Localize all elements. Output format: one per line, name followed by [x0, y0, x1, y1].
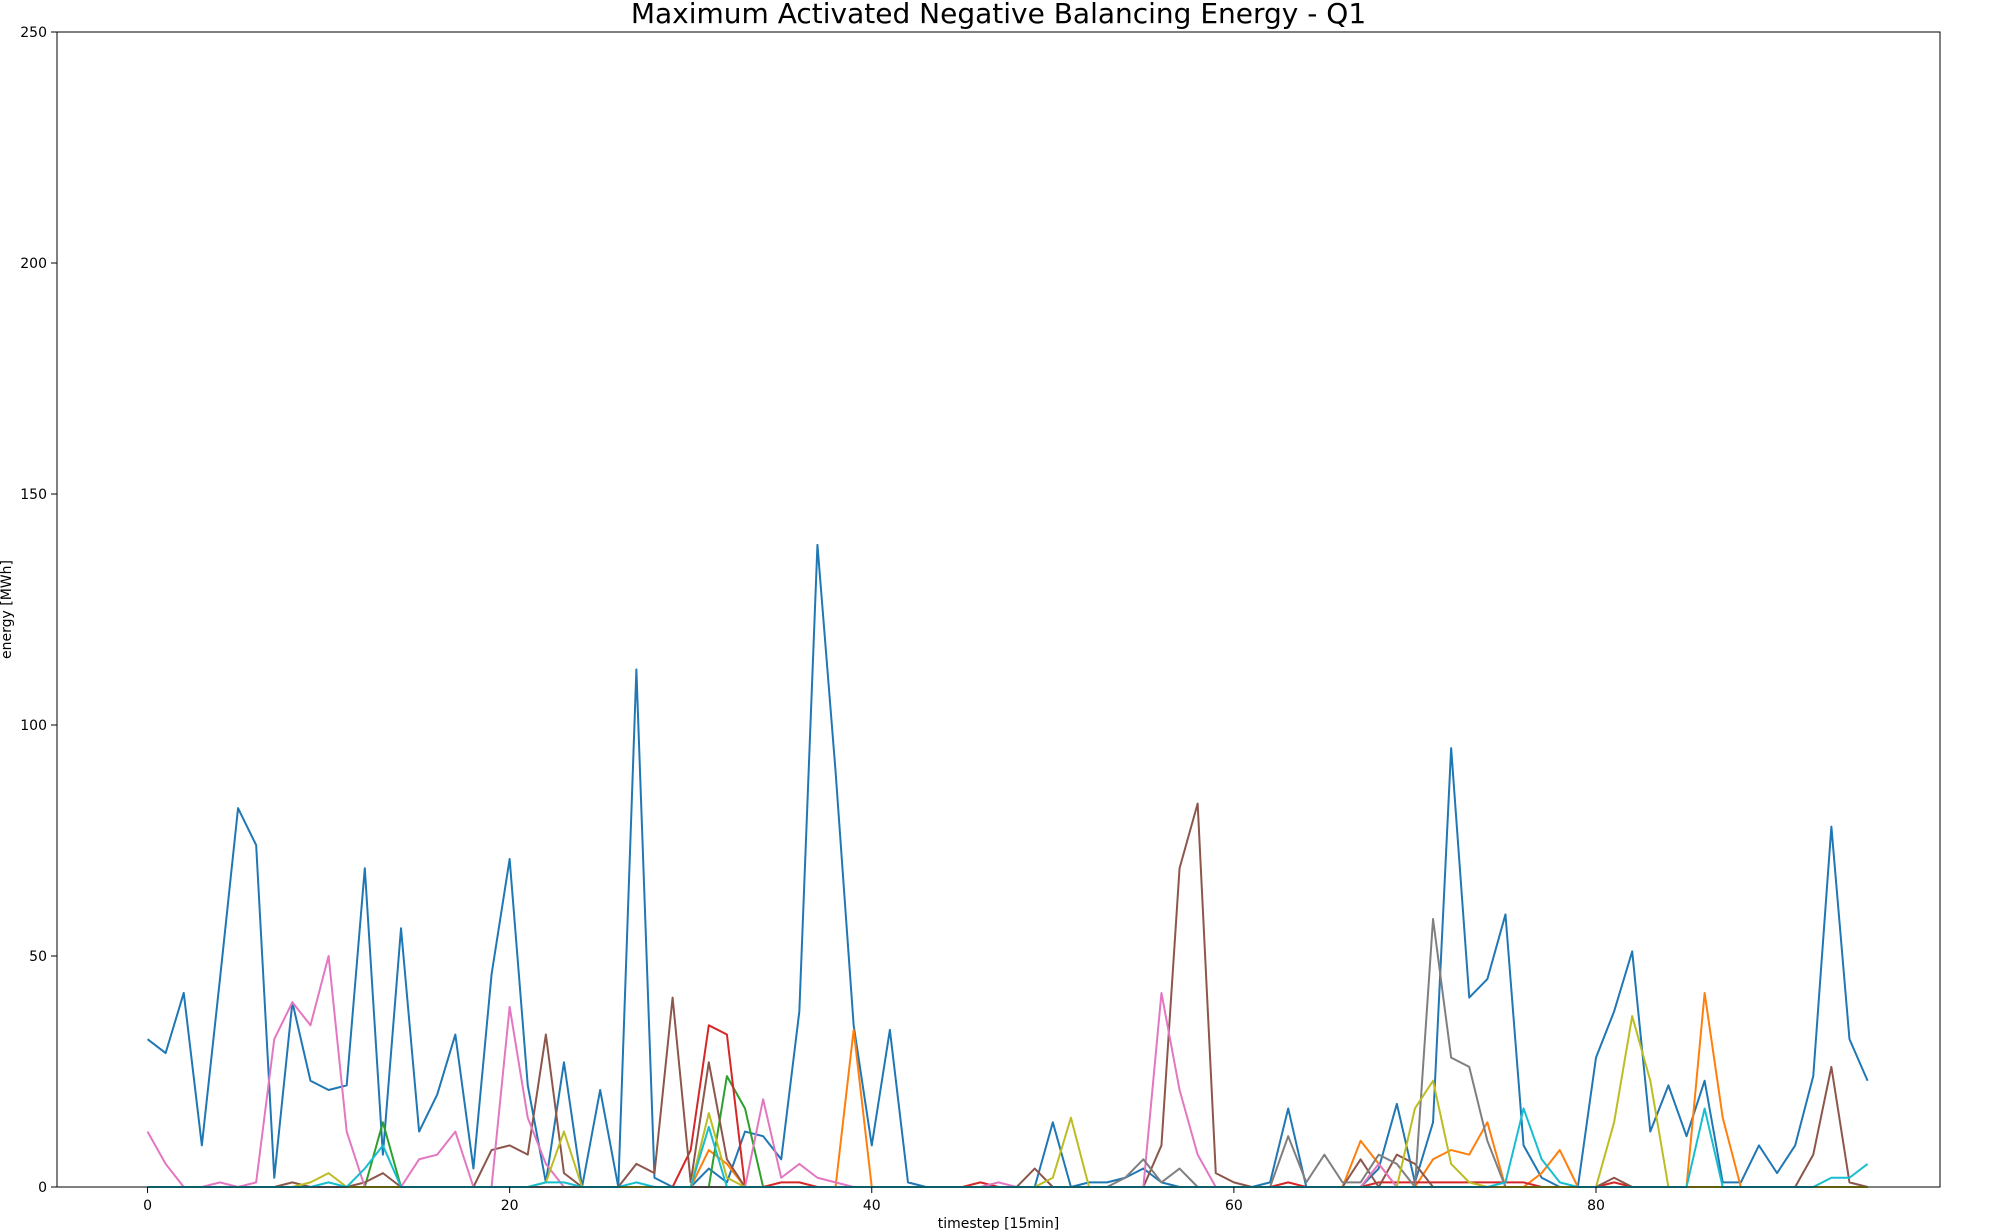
series-line-4	[147, 1024, 1868, 1188]
x-tick-label: 80	[1587, 1198, 1605, 1214]
x-tick-label: 40	[863, 1198, 881, 1214]
x-axis-ticks: 0 20 40 60 80	[143, 1187, 1605, 1214]
x-tick-label: 60	[1225, 1198, 1243, 1214]
series-line-7	[147, 918, 1868, 1188]
chart-title: Maximum Activated Negative Balancing Ene…	[631, 0, 1366, 30]
series-line-8	[147, 1015, 1868, 1188]
series-line-5	[147, 802, 1868, 1188]
y-tick-label: 0	[38, 1180, 47, 1196]
y-axis-ticks: 0 50 100 150 200 250	[20, 25, 57, 1196]
series-layer	[146, 543, 1869, 1188]
y-tick-label: 50	[29, 949, 47, 965]
series-line-1	[146, 543, 1869, 1188]
axes-frame	[56, 31, 1941, 1188]
x-axis-label: timestep [15min]	[938, 1216, 1060, 1230]
series-line-6	[146, 955, 1868, 1188]
y-tick-label: 250	[20, 25, 47, 41]
y-axis-label: energy [MWh]	[0, 560, 15, 659]
y-tick-label: 100	[20, 718, 47, 734]
series-line-9	[147, 1107, 1869, 1188]
x-tick-label: 0	[143, 1198, 152, 1214]
y-tick-label: 200	[20, 256, 47, 272]
x-tick-label: 20	[501, 1198, 519, 1214]
series-line-3	[147, 1075, 1868, 1188]
y-tick-label: 150	[20, 487, 47, 503]
